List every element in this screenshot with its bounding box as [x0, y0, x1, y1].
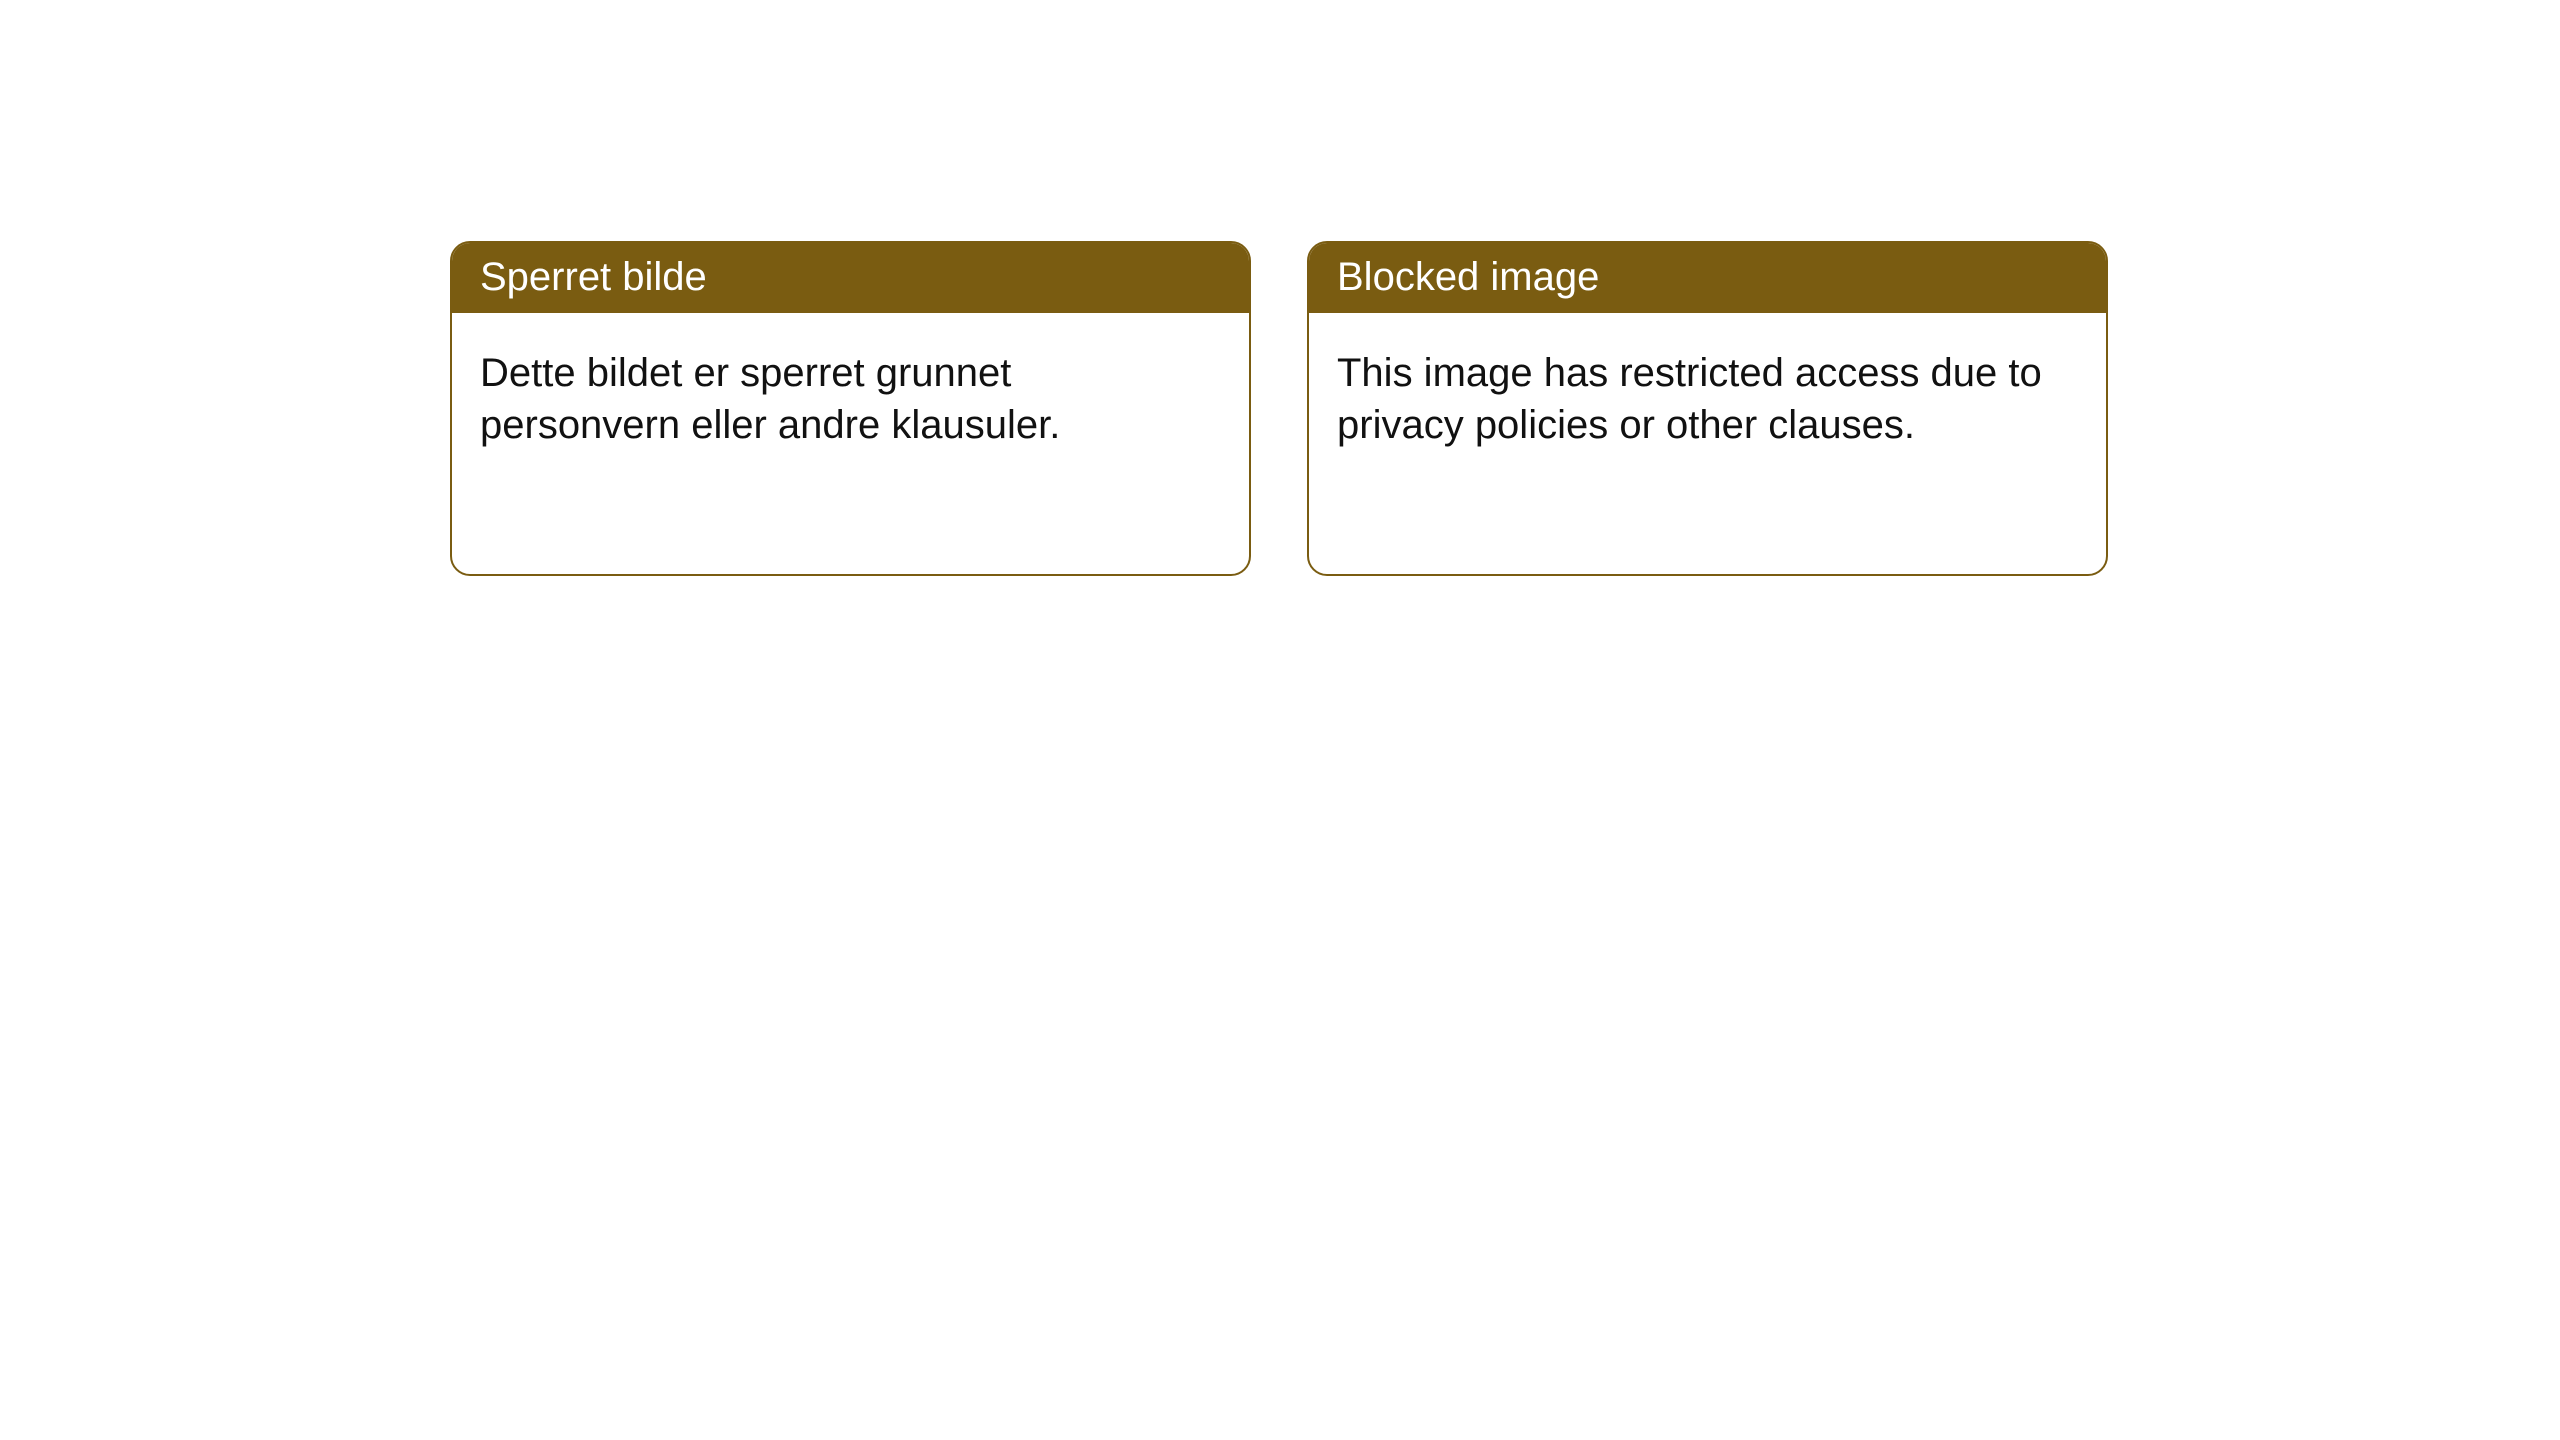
notice-body-en: This image has restricted access due to … — [1309, 313, 2106, 485]
notice-title-en: Blocked image — [1309, 243, 2106, 313]
notice-title-no: Sperret bilde — [452, 243, 1249, 313]
notice-body-no: Dette bildet er sperret grunnet personve… — [452, 313, 1249, 485]
notice-card-no: Sperret bilde Dette bildet er sperret gr… — [450, 241, 1251, 576]
notice-card-en: Blocked image This image has restricted … — [1307, 241, 2108, 576]
notice-container: Sperret bilde Dette bildet er sperret gr… — [0, 0, 2560, 576]
